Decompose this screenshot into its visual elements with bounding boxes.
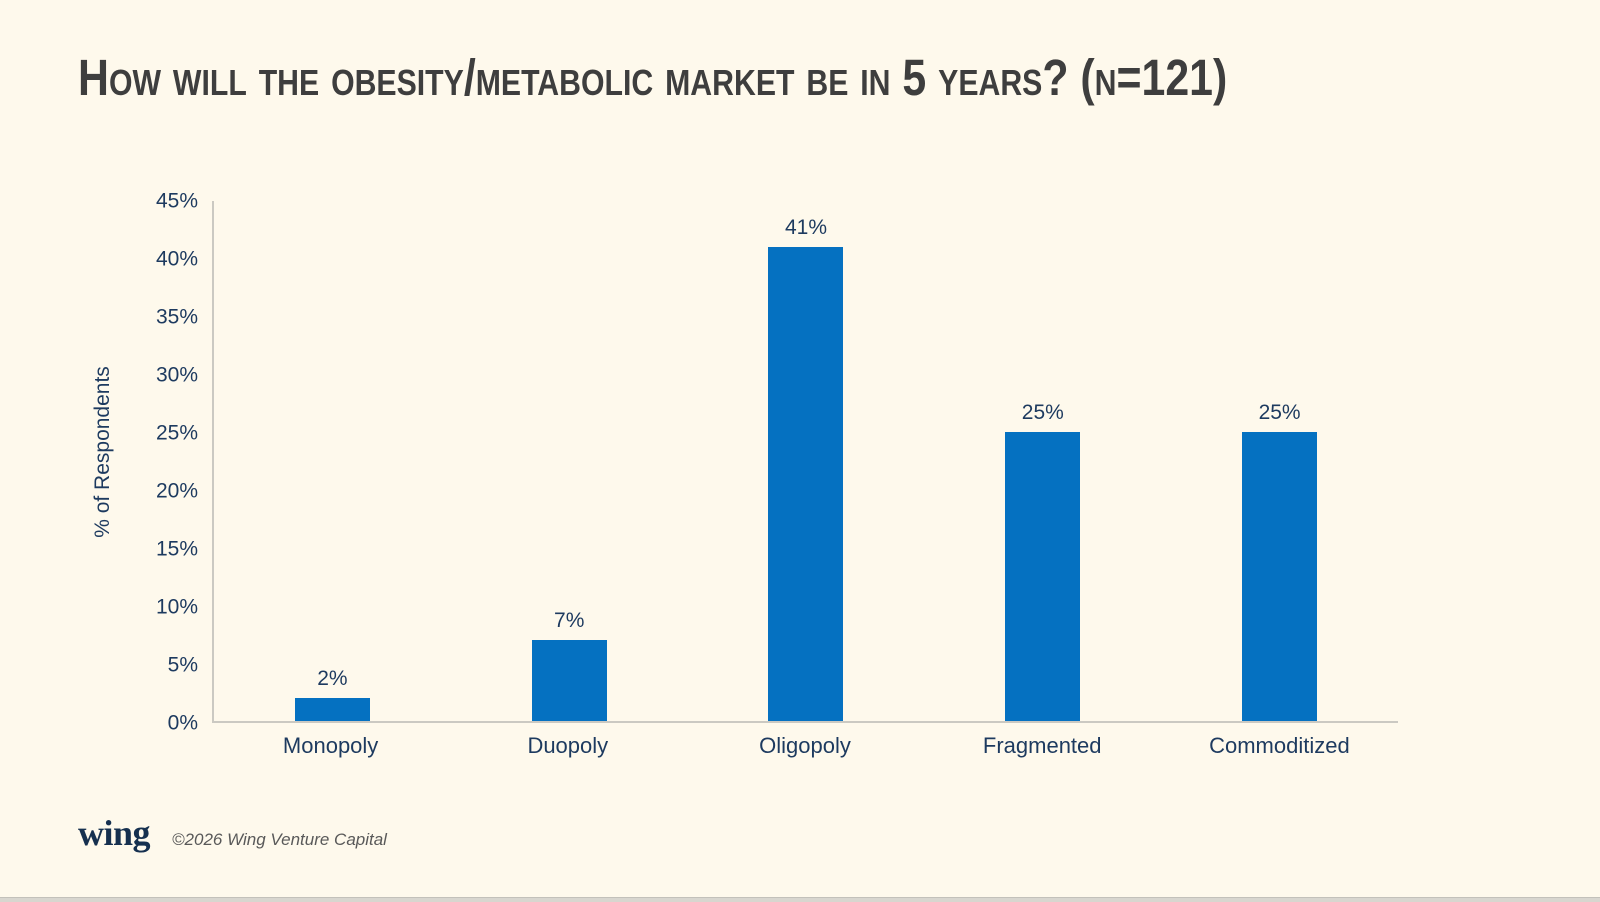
bar-slot: 41% (688, 201, 925, 721)
wing-logo: wing (78, 813, 151, 853)
y-tick-label: 20% (155, 479, 198, 503)
y-tick-label: 15% (155, 537, 198, 561)
x-axis-category-labels: Monopoly Duopoly Oligopoly Fragmented Commod… (212, 733, 1398, 759)
x-category-label: Commoditized (1209, 733, 1350, 758)
bar (768, 247, 844, 721)
y-tick-label: 45% (155, 189, 198, 213)
bar-slot: 25% (924, 201, 1161, 721)
bar (1005, 432, 1081, 721)
bar-slot: 25% (1161, 201, 1398, 721)
y-axis-tick-labels: 0% 5% 10% 15% 20% 25% 30% 35% 40% 45% (120, 191, 198, 734)
bottom-edge-strip (0, 897, 1600, 902)
footer: wing ©2026 Wing Venture Capital (78, 815, 387, 851)
bar-slot: 7% (451, 201, 688, 721)
bar-slot: 2% (214, 201, 451, 721)
bar-value-label: 41% (784, 216, 827, 240)
y-tick-label: 0% (167, 711, 198, 735)
bar-chart-plot-area: 2% 7% 41% 25% 25% (212, 201, 1398, 723)
y-tick-label: 35% (155, 305, 198, 329)
bar-value-label: 25% (1021, 401, 1064, 425)
x-category-label: Duopoly (527, 733, 609, 758)
bar (1242, 432, 1318, 721)
bar (294, 697, 370, 721)
y-tick-label: 25% (155, 421, 198, 445)
copyright-text: ©2026 Wing Venture Capital (172, 830, 387, 849)
bar-value-label: 7% (554, 609, 585, 633)
x-category-label: Oligopoly (759, 733, 851, 758)
slide-title: How will the obesity/metabolic market be… (78, 49, 1228, 106)
y-tick-label: 30% (155, 363, 198, 387)
y-tick-label: 40% (155, 247, 198, 271)
bar-value-label: 2% (317, 666, 348, 690)
bar (531, 640, 607, 721)
y-tick-label: 10% (155, 595, 198, 619)
y-tick-label: 5% (167, 653, 198, 677)
y-axis-title: % of Respondents (91, 366, 114, 538)
x-category-label: Monopoly (282, 733, 379, 758)
x-category-label: Fragmented (982, 733, 1102, 758)
bar-value-label: 25% (1258, 401, 1301, 425)
